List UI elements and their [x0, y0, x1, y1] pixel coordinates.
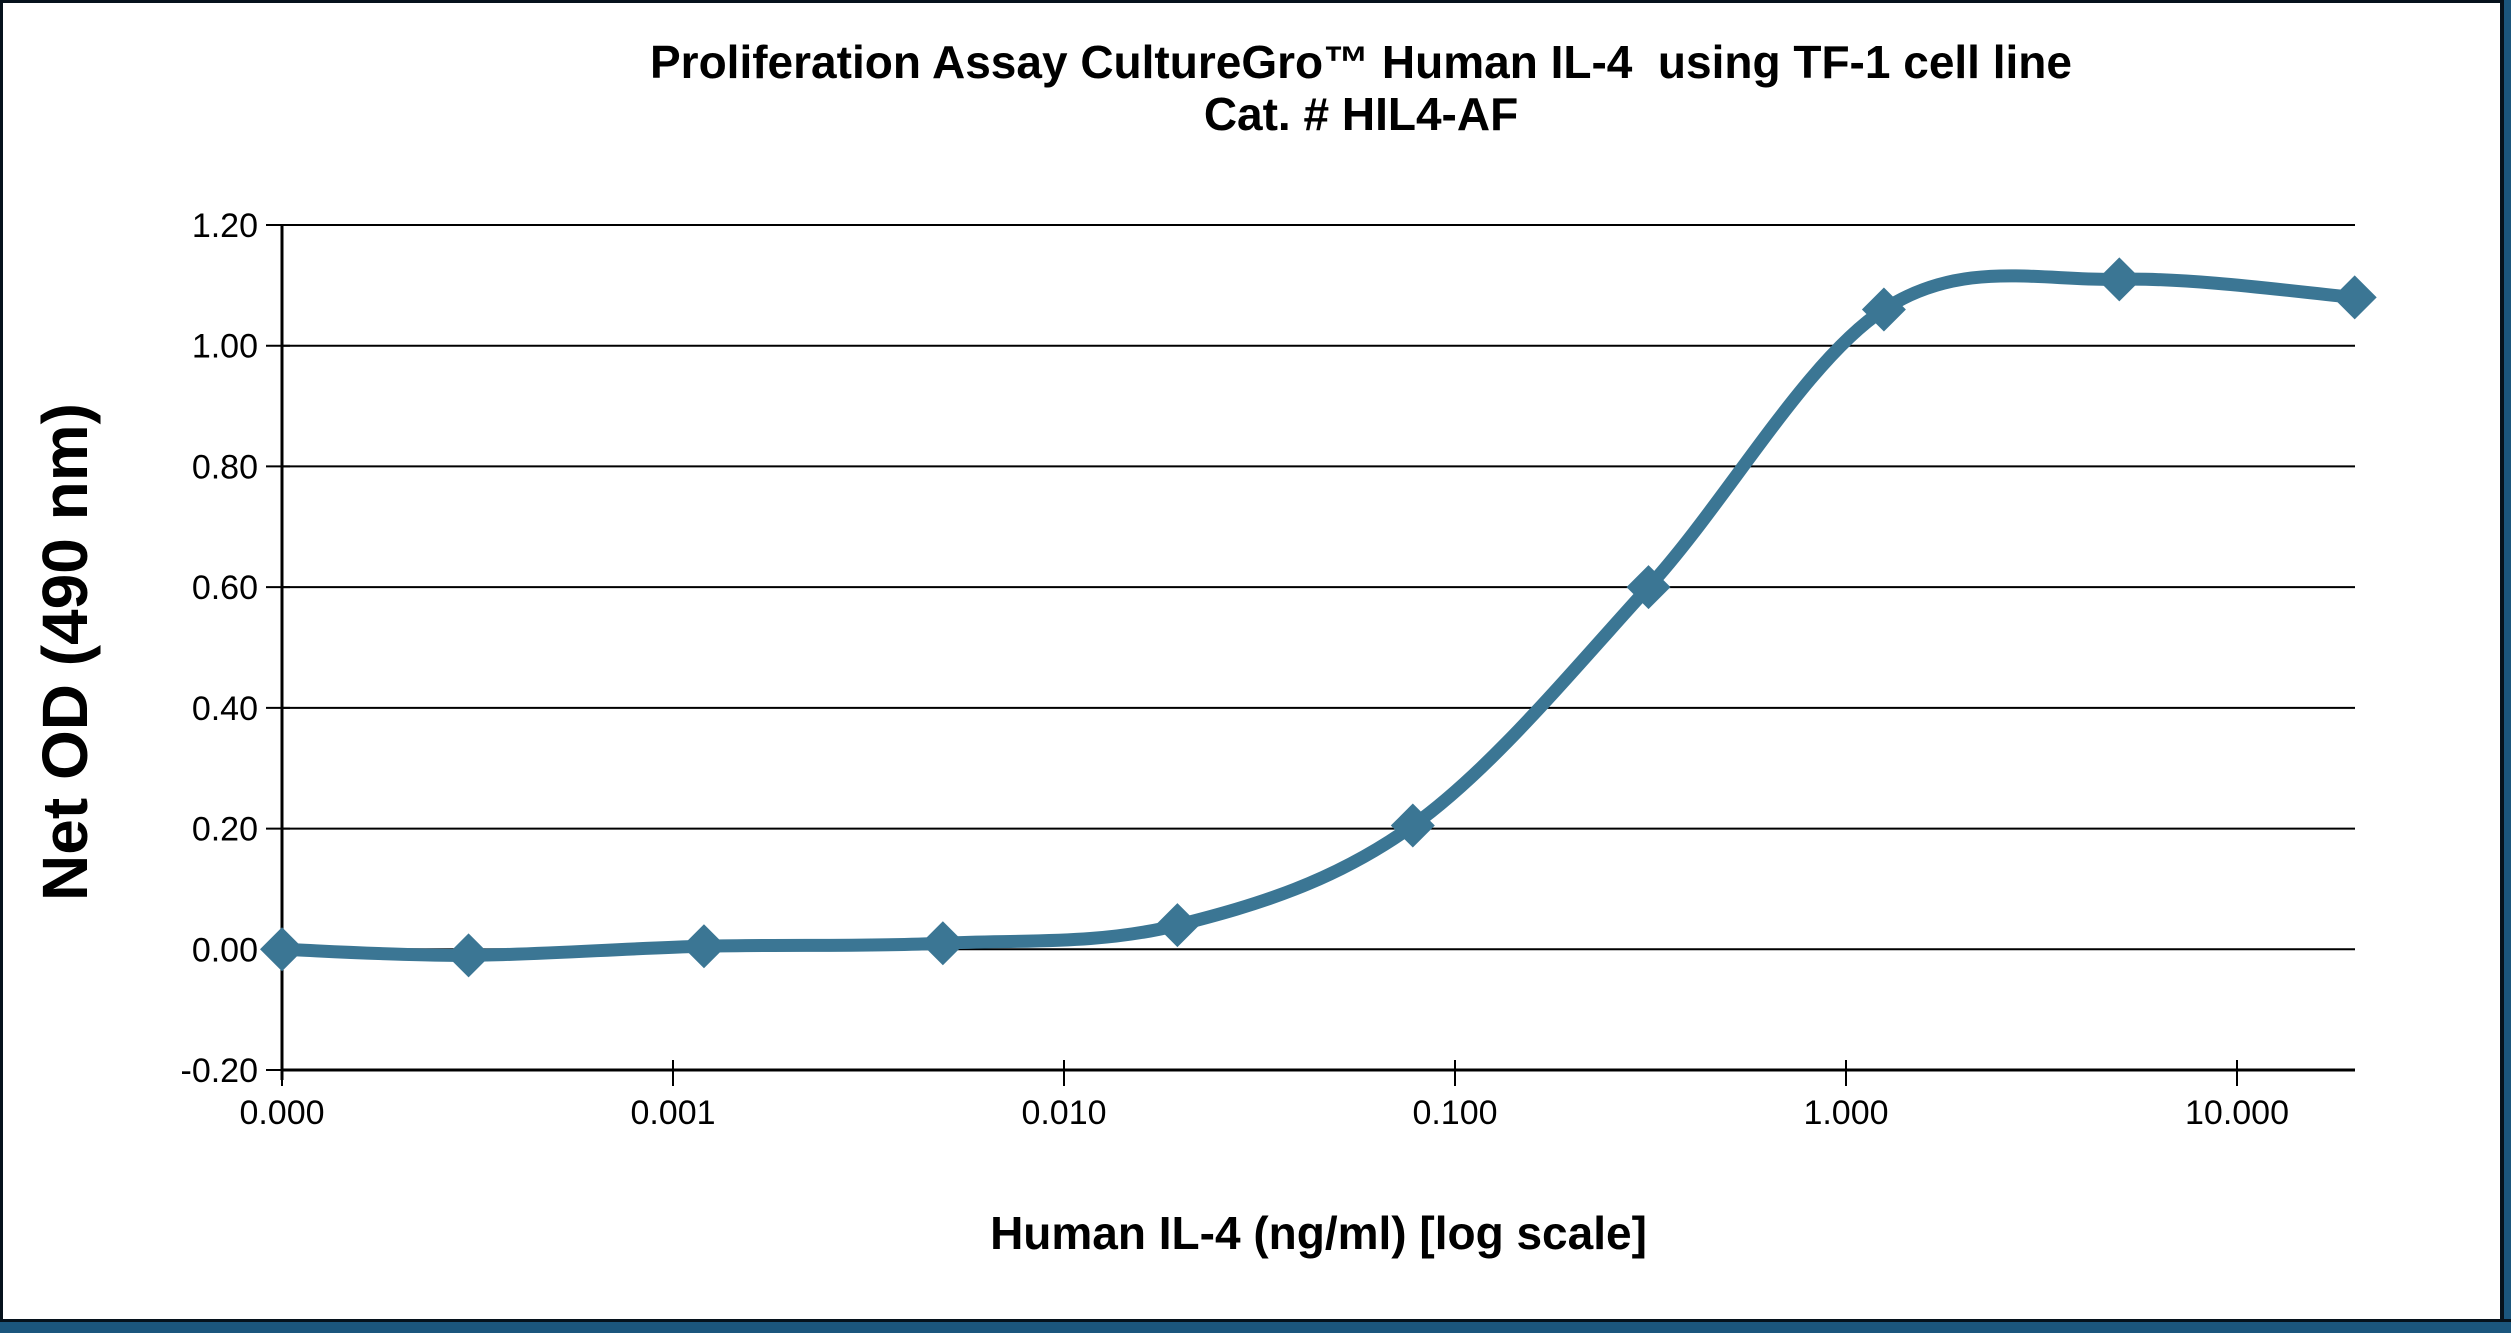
y-tick-label: 0.20	[192, 811, 258, 849]
y-tick-label: 0.80	[192, 448, 258, 486]
bottom-border-bar	[0, 1322, 2511, 1333]
data-point-marker	[1626, 565, 1671, 610]
y-tick-label: 1.00	[192, 328, 258, 366]
chart-subtitle: Cat. # HIL4-AF	[1203, 88, 1519, 140]
left-border-line	[0, 0, 3, 1333]
data-point-marker	[2097, 257, 2142, 302]
data-point-marker	[1155, 903, 1200, 948]
chart-title: Proliferation Assay CultureGro™ Human IL…	[650, 36, 2072, 88]
x-tick-label: 0.000	[239, 1094, 324, 1132]
top-border-line	[0, 0, 2511, 3]
data-point-marker	[446, 933, 491, 978]
x-tick-label: 1.000	[1803, 1094, 1888, 1132]
bottom-border-line	[0, 1319, 2511, 1322]
right-border-line	[2500, 0, 2504, 1333]
right-border-bar	[2504, 0, 2511, 1333]
x-axis-title: Human IL-4 (ng/ml) [log scale]	[990, 1207, 1647, 1259]
y-tick-label: 0.60	[192, 569, 258, 607]
x-tick-label: 0.001	[630, 1094, 715, 1132]
x-tick-label: 10.000	[2185, 1094, 2289, 1132]
data-point-marker	[681, 924, 726, 969]
y-tick-label: 0.00	[192, 931, 258, 969]
y-tick-label: 1.20	[192, 207, 258, 245]
data-point-marker	[920, 921, 965, 966]
series-line	[275, 269, 2362, 962]
x-tick-label: 0.100	[1412, 1094, 1497, 1132]
data-point-marker	[2332, 275, 2377, 320]
data-point-marker	[1861, 287, 1906, 332]
x-tick-label: 0.010	[1021, 1094, 1106, 1132]
y-tick-label: -0.20	[181, 1052, 259, 1090]
data-point-marker	[260, 927, 304, 972]
y-tick-label: 0.40	[192, 690, 258, 728]
data-point-marker	[1390, 803, 1435, 848]
